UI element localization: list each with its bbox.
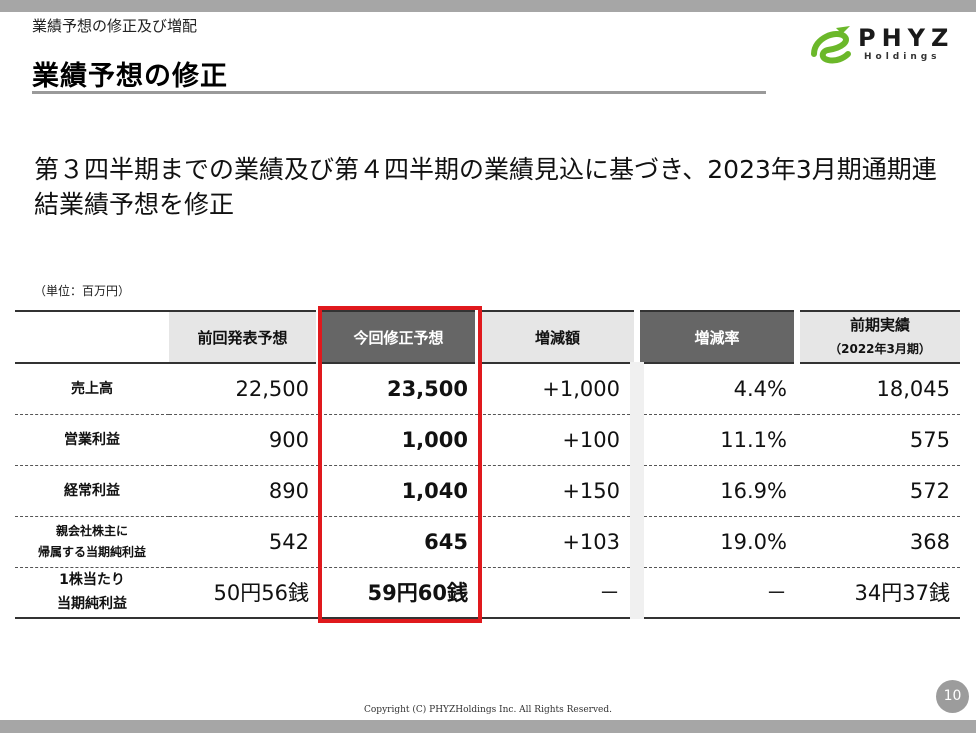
cell-change-amount: +103	[478, 516, 637, 568]
cell-change-amount: －	[478, 567, 637, 619]
row-label-line1: 営業利益	[64, 431, 120, 448]
bottom-bar	[0, 720, 976, 733]
row-label-line1: 売上高	[71, 380, 113, 397]
table-header-row: 前回発表予想 今回修正予想 増減額 増減率 前期実績 （2022年3月期）	[15, 310, 960, 364]
cell-change-rate: 4.4%	[630, 363, 797, 415]
unit-note: （単位：百万円）	[34, 284, 131, 298]
company-logo: PHYZ Holdings	[806, 22, 956, 70]
table-row: 経常利益 890 1,040 +150 16.9% 572	[15, 465, 960, 517]
cell-prior-actual: 572	[797, 465, 960, 517]
cell-prior-actual: 368	[797, 516, 960, 568]
cell-change-rate: 19.0%	[630, 516, 797, 568]
logo-mark-icon	[811, 26, 851, 64]
cell-revised-forecast: 645	[319, 516, 478, 568]
table-row: 売上高 22,500 23,500 +1,000 4.4% 18,045	[15, 363, 960, 415]
cell-prev-forecast: 900	[169, 414, 319, 466]
title-underline	[32, 91, 766, 94]
col-header-prior-actual: 前期実績 （2022年3月期）	[794, 310, 960, 364]
header-corner	[15, 310, 169, 364]
row-label-line1: 親会社株主に	[55, 523, 128, 538]
table-row: 営業利益 900 1,000 +100 11.1% 575	[15, 414, 960, 466]
row-label: 親会社株主に 帰属する当期純利益	[15, 516, 169, 568]
col-header-change-rate: 増減率	[634, 310, 797, 364]
row-label-line1: 1株当たり	[59, 572, 125, 589]
page-number-badge: 10	[936, 680, 969, 713]
cell-change-amount: +1,000	[478, 363, 637, 415]
cell-prior-actual: 18,045	[797, 363, 960, 415]
col-header-change-amount: 増減額	[475, 310, 637, 364]
cell-prior-actual: 34円37銭	[797, 567, 960, 619]
top-bar	[0, 0, 976, 12]
copyright-text: Copyright (C) PHYZHoldings Inc. All Righ…	[364, 705, 612, 715]
cell-change-amount: +100	[478, 414, 637, 466]
cell-change-rate: －	[630, 567, 797, 619]
cell-change-rate: 16.9%	[630, 465, 797, 517]
row-label-line2: 帰属する当期純利益	[37, 544, 146, 559]
row-label: 営業利益	[15, 414, 169, 466]
row-label-line1: 経常利益	[64, 482, 120, 499]
cell-revised-forecast: 1,000	[319, 414, 478, 466]
cell-prev-forecast: 890	[169, 465, 319, 517]
cell-revised-forecast: 59円60銭	[319, 567, 478, 619]
row-label: 売上高	[15, 363, 169, 415]
breadcrumb: 業績予想の修正及び増配	[32, 17, 198, 35]
cell-prev-forecast: 50円56銭	[169, 567, 319, 619]
row-label: 1株当たり 当期純利益	[15, 567, 169, 619]
cell-revised-forecast: 23,500	[319, 363, 478, 415]
cell-change-amount: +150	[478, 465, 637, 517]
logo-subtitle: Holdings	[864, 52, 941, 62]
forecast-table: 前回発表予想 今回修正予想 増減額 増減率 前期実績 （2022年3月期） 売上…	[15, 310, 960, 619]
logo-name: PHYZ	[858, 24, 955, 52]
page-title: 業績予想の修正	[32, 61, 228, 92]
table-row: 親会社株主に 帰属する当期純利益 542 645 +103 19.0% 368	[15, 516, 960, 568]
prior-actual-period: （2022年3月期）	[829, 342, 931, 356]
cell-prev-forecast: 542	[169, 516, 319, 568]
cell-revised-forecast: 1,040	[319, 465, 478, 517]
table-row: 1株当たり 当期純利益 50円56銭 59円60銭 － － 34円37銭	[15, 567, 960, 619]
headline-text: 第３四半期までの業績及び第４四半期の業績見込に基づき、2023年3月期通期連結業…	[34, 155, 937, 219]
row-label: 経常利益	[15, 465, 169, 517]
cell-prev-forecast: 22,500	[169, 363, 319, 415]
prior-actual-label: 前期実績	[849, 316, 910, 334]
cell-change-rate: 11.1%	[630, 414, 797, 466]
col-header-revised-forecast: 今回修正予想	[316, 310, 478, 364]
row-label-line2: 当期純利益	[57, 596, 127, 613]
cell-prior-actual: 575	[797, 414, 960, 466]
col-header-prev-forecast: 前回発表予想	[169, 310, 319, 364]
